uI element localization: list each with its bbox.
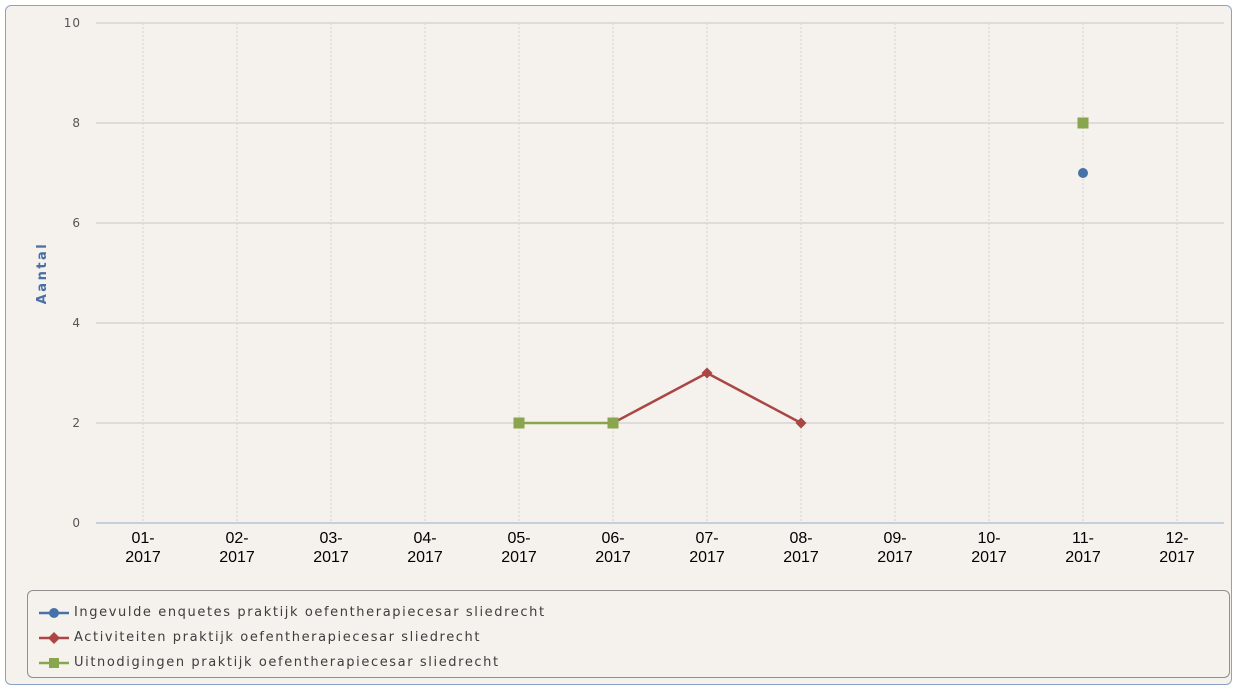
y-axis-label: Aantal — [35, 242, 50, 305]
x-tick-label: 03-2017 — [313, 530, 349, 566]
x-tick-label: 10-2017 — [971, 530, 1007, 566]
legend-item-activiteiten[interactable]: Activiteiten praktijk oefentherapiecesar… — [28, 625, 1229, 650]
x-tick-label: 02-2017 — [219, 530, 255, 566]
series-segment — [706, 371, 802, 425]
y-tick-label: 8 — [72, 116, 81, 130]
data-point — [1077, 117, 1089, 129]
x-tick-label: 01-2017 — [125, 530, 161, 566]
data-point — [795, 417, 807, 429]
y-tick-label: 10 — [64, 16, 81, 30]
legend-label: Ingevulde enquetes praktijk oefentherapi… — [74, 605, 546, 620]
horizontal-gridlines — [96, 22, 1224, 424]
y-axis-ticks: 0 2 4 6 8 10 — [64, 16, 81, 530]
series-segment — [612, 371, 708, 425]
x-tick-label: 04-2017 — [407, 530, 443, 566]
y-tick-label: 2 — [72, 416, 81, 430]
legend: Ingevulde enquetes praktijk oefentherapi… — [27, 590, 1230, 678]
legend-label: Uitnodigingen praktijk oefentherapiecesa… — [74, 655, 500, 670]
circle-marker-icon — [39, 607, 69, 618]
legend-item-uitnodigingen[interactable]: Uitnodigingen praktijk oefentherapiecesa… — [28, 650, 1229, 675]
y-tick-label: 6 — [72, 216, 81, 230]
square-marker-icon — [39, 657, 69, 668]
chart-container: 0 2 4 6 8 10 01-2017 02-2017 03-2017 04-2017 05-2… — [5, 5, 1232, 685]
series-3 — [513, 117, 1089, 429]
x-tick-label: 09-2017 — [877, 530, 913, 566]
data-point — [607, 417, 619, 429]
x-tick-label: 05-2017 — [501, 530, 537, 566]
data-point — [1078, 168, 1088, 178]
line-chart: 0 2 4 6 8 10 01-2017 02-2017 03-2017 04-2017 05-2… — [35, 16, 1224, 566]
data-point — [701, 367, 713, 379]
x-tick-label: 06-2017 — [595, 530, 631, 566]
legend-label: Activiteiten praktijk oefentherapiecesar… — [74, 630, 482, 645]
x-tick-label: 08-2017 — [783, 530, 819, 566]
y-tick-label: 0 — [72, 516, 81, 530]
diamond-marker-icon — [39, 631, 69, 644]
data-point — [513, 417, 525, 429]
series-group — [513, 117, 1089, 429]
x-axis-ticks: 01-2017 02-2017 03-2017 04-2017 05-2017 06-20… — [125, 530, 1195, 566]
y-tick-label: 4 — [72, 316, 81, 330]
x-tick-label: 12-2017 — [1159, 530, 1195, 566]
x-tick-label: 07-2017 — [689, 530, 725, 566]
vertical-gridlines — [142, 23, 1178, 523]
series-1 — [1078, 168, 1088, 178]
x-tick-label: 11-2017 — [1065, 530, 1101, 566]
legend-item-enquetes[interactable]: Ingevulde enquetes praktijk oefentherapi… — [28, 600, 1229, 625]
